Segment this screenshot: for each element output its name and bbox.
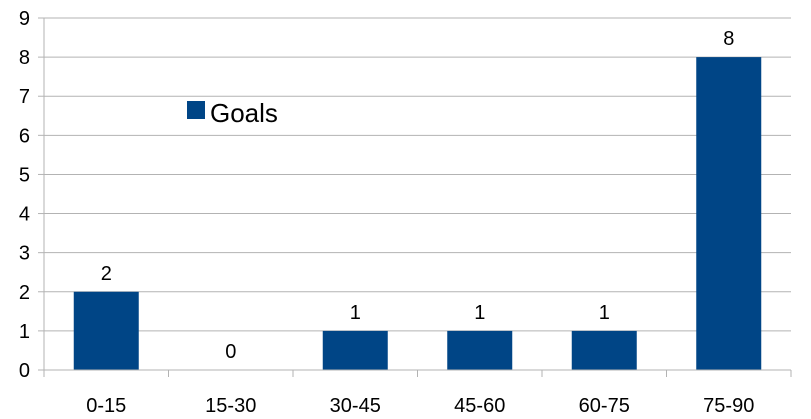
- category-label-60-75: 60-75: [579, 395, 630, 417]
- grid-lines: [44, 17, 791, 332]
- y-tick-label: 6: [19, 125, 30, 147]
- bar-45-60: [447, 330, 513, 370]
- bars: [73, 57, 762, 370]
- bar-0-15: [73, 291, 139, 370]
- data-label-75-90: 8: [723, 28, 734, 50]
- legend: Goals: [187, 98, 278, 128]
- y-tick-label: 4: [19, 204, 30, 226]
- data-label-45-60: 1: [474, 302, 485, 324]
- data-label-30-45: 1: [350, 302, 361, 324]
- category-label-45-60: 45-60: [454, 395, 505, 417]
- y-tick-label: 5: [19, 164, 30, 186]
- bar-30-45: [322, 330, 388, 370]
- bar-60-75: [571, 330, 637, 370]
- y-tick-label: 1: [19, 321, 30, 343]
- category-label-0-15: 0-15: [86, 395, 126, 417]
- bar-75-90: [696, 57, 762, 370]
- category-label-75-90: 75-90: [703, 395, 754, 417]
- y-tick-label: 2: [19, 282, 30, 304]
- y-tick-label: 7: [19, 86, 30, 108]
- axes: [38, 17, 792, 377]
- category-label-30-45: 30-45: [330, 395, 381, 417]
- legend-swatch: [187, 101, 205, 119]
- data-label-0-15: 2: [101, 263, 112, 285]
- data-label-60-75: 1: [599, 302, 610, 324]
- y-tick-label: 8: [19, 47, 30, 69]
- category-label-15-30: 15-30: [205, 395, 256, 417]
- legend-label: Goals: [210, 98, 278, 128]
- y-tick-label: 0: [19, 360, 30, 382]
- data-label-15-30: 0: [225, 341, 236, 363]
- labels: 0 1 2 3 4 5 6 7 8 9 2 0-15 0 15-30 1 30-45 1 45-60 1 60-75 8…: [19, 8, 754, 417]
- y-tick-label: 9: [19, 8, 30, 30]
- y-tick-label: 3: [19, 243, 30, 265]
